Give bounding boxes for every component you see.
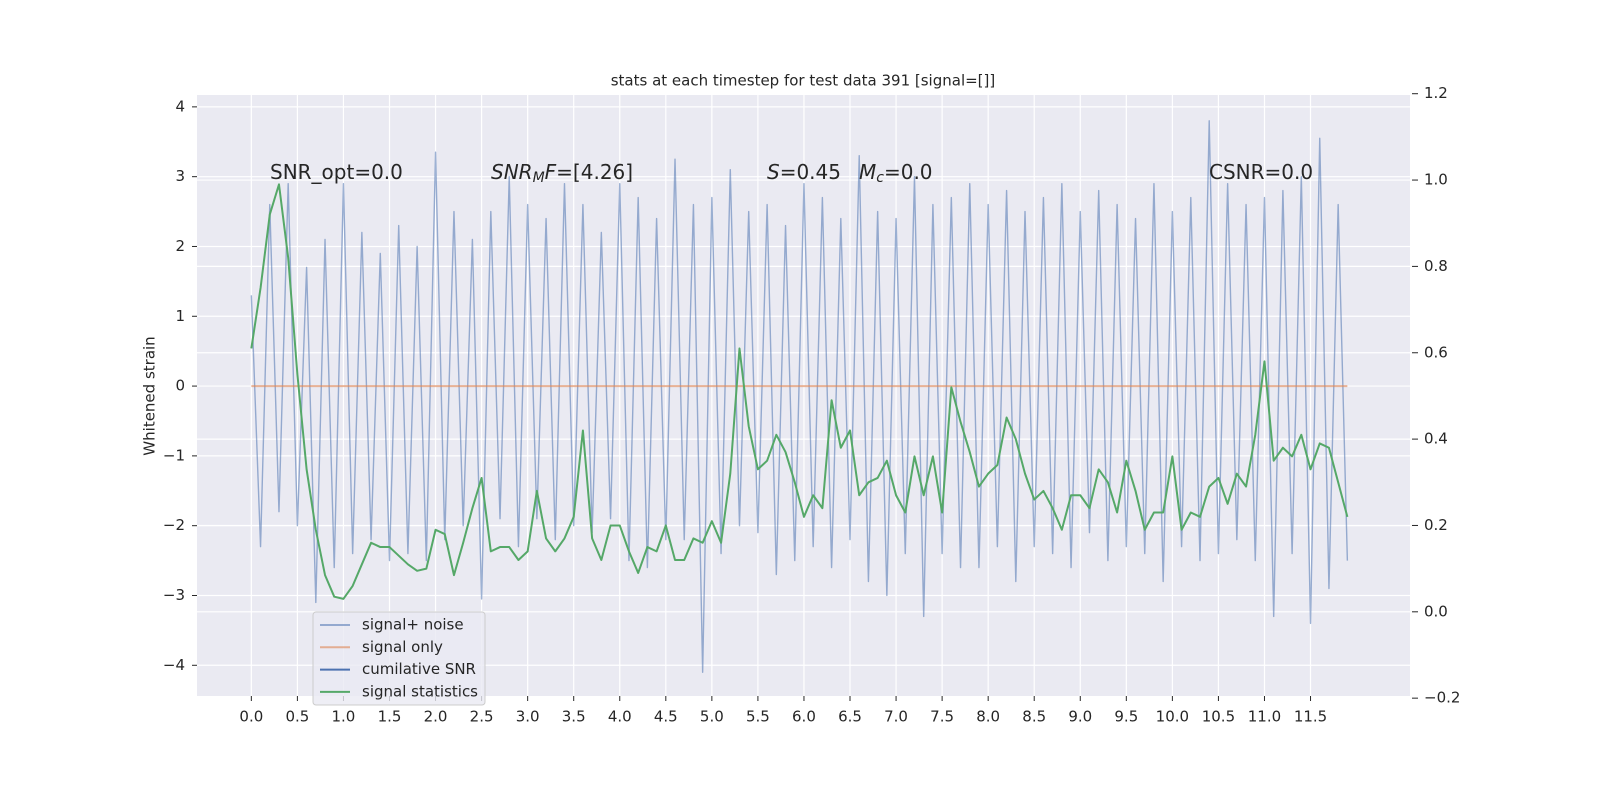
annotation-part: SNR xyxy=(491,160,533,184)
series-line xyxy=(250,120,1349,673)
annotation-part: M xyxy=(859,160,876,184)
annotation: SNRMF=[4.26] xyxy=(491,160,633,187)
x-tick-label: 2.0 xyxy=(424,708,448,726)
x-tick-label: 6.5 xyxy=(838,708,862,726)
annotation: Mc=0.0 xyxy=(859,160,933,187)
x-tick-label: 4.0 xyxy=(608,708,632,726)
annotation-part: F xyxy=(545,160,557,184)
y-tick-label: 0 xyxy=(175,377,185,395)
x-tick-label: 8.5 xyxy=(1022,708,1046,726)
y2-tick-label: 1.2 xyxy=(1424,84,1448,102)
x-tick-label: 1.0 xyxy=(332,708,356,726)
annotation: S=0.45 xyxy=(767,160,841,184)
x-tick-label: 3.5 xyxy=(562,708,586,726)
x-tick-label: 5.5 xyxy=(746,708,770,726)
x-tick-label: 11.5 xyxy=(1294,708,1327,726)
annotation-part: c xyxy=(876,170,884,186)
series-line xyxy=(250,183,1349,600)
annotation-part: SNR_opt=0.0 xyxy=(270,160,403,184)
y2-tick-label: 0.4 xyxy=(1424,430,1448,448)
y-axis-label: Whitened strain xyxy=(141,336,159,455)
annotation-part: CSNR=0.0 xyxy=(1209,160,1313,184)
chart-title: stats at each timestep for test data 391… xyxy=(611,72,996,90)
legend-label: signal only xyxy=(362,638,443,656)
x-tick-label: 7.0 xyxy=(884,708,908,726)
y2-tick-label: 0.2 xyxy=(1424,516,1448,534)
y2-tick-label: 1.0 xyxy=(1424,171,1448,189)
x-tick-label: 10.5 xyxy=(1202,708,1235,726)
y-tick-label: 3 xyxy=(175,167,185,185)
annotation-part: M xyxy=(533,170,545,186)
legend-label: signal+ noise xyxy=(362,616,464,634)
y-tick-label: −3 xyxy=(163,586,185,604)
x-tick-label: 2.5 xyxy=(470,708,494,726)
x-tick-label: 11.0 xyxy=(1248,708,1281,726)
annotation: CSNR=0.0 xyxy=(1209,160,1313,184)
x-tick-label: 0.5 xyxy=(285,708,309,726)
y2-tick-label: 0.8 xyxy=(1424,257,1448,275)
y-tick-label: −4 xyxy=(163,656,185,674)
x-tick-label: 3.0 xyxy=(516,708,540,726)
legend-box xyxy=(312,611,486,706)
annotation: SNR_opt=0.0 xyxy=(270,160,403,184)
annotation-part: =0.0 xyxy=(884,160,933,184)
x-tick-label: 0.0 xyxy=(239,708,263,726)
y-tick-label: 2 xyxy=(175,237,185,255)
x-tick-label: 8.0 xyxy=(976,708,1000,726)
x-tick-label: 7.5 xyxy=(930,708,954,726)
legend-label: cumilative SNR xyxy=(362,660,476,678)
x-tick-label: 1.5 xyxy=(378,708,402,726)
x-tick-label: 9.0 xyxy=(1068,708,1092,726)
y2-tick-label: −0.2 xyxy=(1424,689,1460,707)
y2-tick-label: 0.6 xyxy=(1424,343,1448,361)
y-tick-label: −2 xyxy=(163,516,185,534)
x-tick-label: 4.5 xyxy=(654,708,678,726)
y-tick-label: −1 xyxy=(163,446,185,464)
x-tick-label: 6.0 xyxy=(792,708,816,726)
x-tick-label: 10.0 xyxy=(1156,708,1189,726)
annotation-part: =[4.26] xyxy=(556,160,633,184)
y-tick-label: 1 xyxy=(175,307,185,325)
x-tick-label: 9.5 xyxy=(1114,708,1138,726)
y-tick-label: 4 xyxy=(175,97,185,115)
x-tick-label: 5.0 xyxy=(700,708,724,726)
y2-tick-label: 0.0 xyxy=(1424,602,1448,620)
annotation-part: S xyxy=(767,160,780,184)
annotation-part: =0.45 xyxy=(780,160,841,184)
legend-label: signal statistics xyxy=(362,682,478,700)
